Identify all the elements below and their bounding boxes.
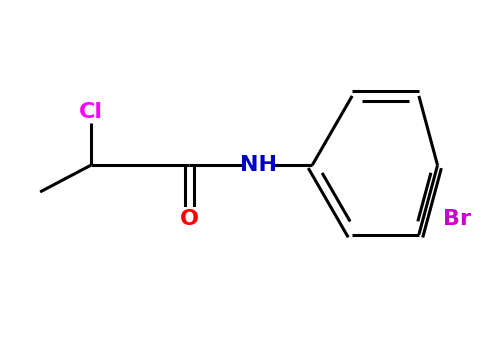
Text: Cl: Cl [79, 102, 103, 122]
Text: Br: Br [443, 209, 471, 229]
Bar [179, 207, 200, 230]
Text: NH: NH [240, 155, 277, 175]
Bar [442, 207, 473, 230]
Bar [242, 154, 275, 176]
Text: O: O [180, 209, 199, 229]
Bar [76, 101, 106, 123]
